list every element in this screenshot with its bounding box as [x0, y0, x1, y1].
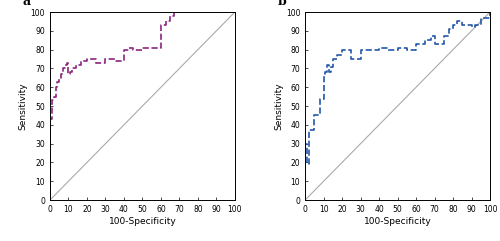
- X-axis label: 100-Specificity: 100-Specificity: [108, 217, 176, 226]
- Text: a: a: [22, 0, 30, 8]
- X-axis label: 100-Specificity: 100-Specificity: [364, 217, 432, 226]
- Y-axis label: Sensitivity: Sensitivity: [19, 82, 28, 130]
- Text: b: b: [278, 0, 286, 8]
- Y-axis label: Sensitivity: Sensitivity: [274, 82, 283, 130]
